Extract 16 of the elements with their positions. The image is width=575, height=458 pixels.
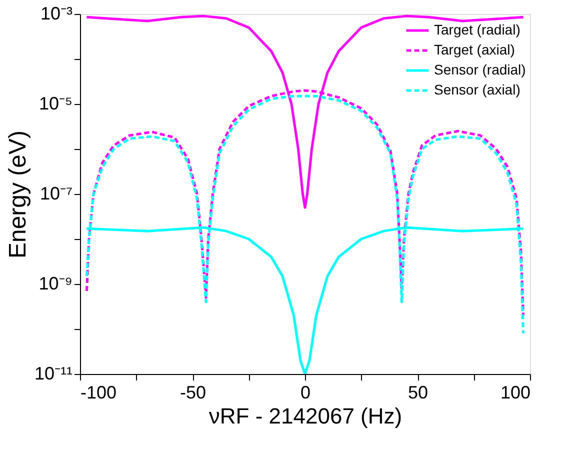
x-tick-label: 0 (300, 382, 311, 402)
y-tick-label: 10⁻³ (40, 4, 73, 24)
x-axis-title: νRF - 2142067 (Hz) (208, 404, 402, 428)
legend-label: Sensor (radial) (434, 62, 526, 78)
x-tick-label: 50 (408, 382, 428, 402)
y-tick-label: 10⁻¹¹ (34, 364, 72, 384)
y-tick-label: 10⁻⁹ (38, 274, 72, 294)
legend-label: Target (radial) (434, 22, 520, 38)
y-tick-label: 10⁻⁵ (39, 94, 72, 114)
legend-label: Sensor (axial) (434, 82, 520, 98)
x-tick-label: 100 (500, 382, 530, 402)
legend-label: Target (axial) (434, 42, 515, 58)
y-tick-label: 10⁻⁷ (40, 184, 72, 204)
x-tick-label: -100 (80, 382, 117, 402)
x-tick-label: -50 (180, 382, 206, 402)
y-axis-title: Energy (eV) (4, 130, 32, 259)
